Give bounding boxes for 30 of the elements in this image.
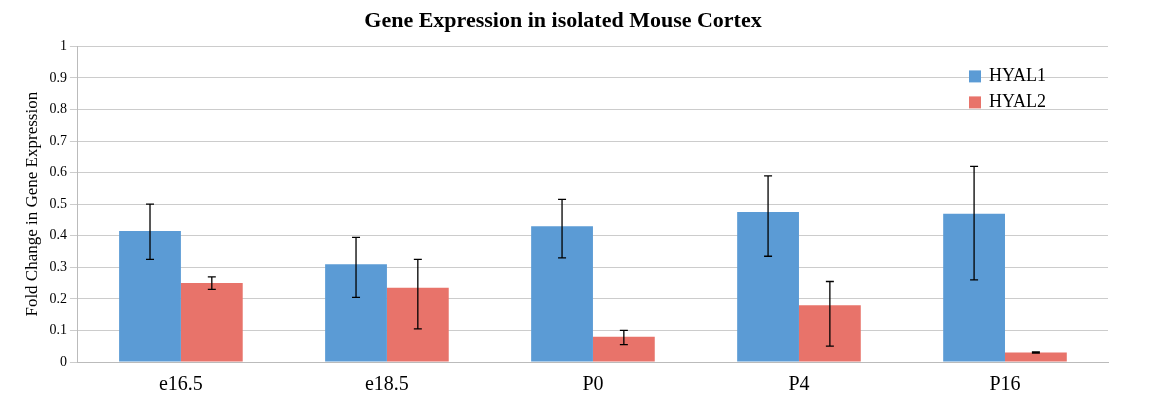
- bar: [531, 226, 593, 362]
- bar: [180, 283, 243, 362]
- x-tick-label: e18.5: [364, 372, 409, 395]
- y-tick-label: 0.2: [49, 290, 67, 306]
- bar: [943, 213, 1005, 362]
- y-axis-title: Fold Change in Gene Expression: [21, 91, 41, 317]
- chart-title: Gene Expression in isolated Mouse Cortex: [364, 6, 762, 32]
- y-tick-label: 0.5: [49, 195, 67, 211]
- y-tick-label: 1: [59, 38, 67, 54]
- bar: [386, 287, 449, 362]
- bar: [119, 231, 181, 362]
- y-tick-label: 0: [59, 353, 67, 369]
- legend-label: HYAL1: [989, 65, 1046, 86]
- y-tick-label: 0.9: [49, 69, 67, 85]
- bar: [798, 305, 861, 362]
- y-tick-label: 0.3: [49, 258, 67, 274]
- y-tick-label: 0.7: [49, 132, 67, 148]
- bar: [325, 264, 387, 362]
- y-tick-label: 0.8: [49, 101, 67, 117]
- bar: [592, 336, 655, 362]
- y-tick-label: 0.1: [49, 322, 67, 338]
- legend-label: HYAL2: [989, 91, 1046, 112]
- x-tick-label: P4: [788, 372, 810, 395]
- x-tick-label: P0: [582, 372, 604, 395]
- x-tick-label: P16: [989, 372, 1021, 395]
- y-tick-label: 0.6: [49, 164, 67, 180]
- bar: [737, 212, 799, 362]
- bar: [1004, 352, 1067, 362]
- x-tick-label: e16.5: [158, 372, 203, 395]
- y-tick-label: 0.4: [49, 227, 67, 243]
